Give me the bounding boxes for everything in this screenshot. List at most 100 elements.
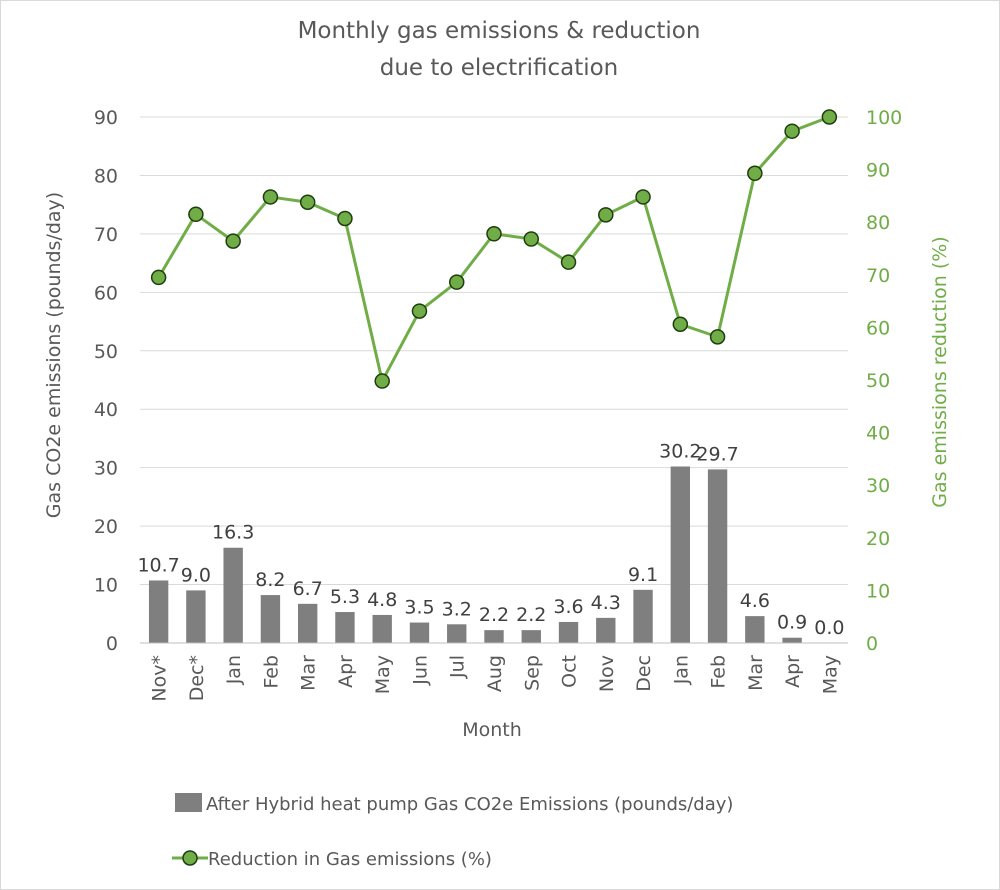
y2-tick-label: 50 xyxy=(866,370,890,392)
bar-data-label: 2.2 xyxy=(516,604,546,626)
bar-data-label: 9.1 xyxy=(628,564,658,586)
bar xyxy=(484,630,504,643)
legend: After Hybrid heat pump Gas CO2e Emission… xyxy=(172,793,733,870)
x-tick-label: Dec* xyxy=(186,655,208,701)
bar xyxy=(186,590,206,643)
line-marker xyxy=(150,269,167,286)
x-tick-label: Apr xyxy=(782,655,804,688)
x-tick-label: Apr xyxy=(335,655,357,688)
y-tick-label: 80 xyxy=(94,165,118,187)
y2-tick-label: 60 xyxy=(866,317,890,339)
bar xyxy=(372,614,392,643)
line-marker xyxy=(337,210,353,227)
x-axis-title: Month xyxy=(462,719,522,741)
line-series xyxy=(150,109,838,389)
y2-tick-label: 10 xyxy=(866,580,890,602)
y-tick-label: 50 xyxy=(94,341,118,363)
bar-series xyxy=(148,466,802,643)
x-tick-label: Dec xyxy=(633,655,655,692)
bar xyxy=(558,621,579,643)
y-tick-label: 30 xyxy=(94,458,118,480)
line-marker xyxy=(262,189,279,205)
x-tick-label: Mar xyxy=(298,655,320,691)
x-tick-label: Jan xyxy=(670,655,692,685)
line-marker xyxy=(523,231,540,247)
bar xyxy=(297,603,318,643)
x-tick-label: Feb xyxy=(260,655,282,689)
bar-data-label: 4.8 xyxy=(367,589,397,611)
y-tick-label: 0 xyxy=(106,633,118,655)
line-marker xyxy=(784,123,800,139)
y-tick-label: 40 xyxy=(94,399,118,421)
line-marker xyxy=(635,189,651,205)
y2-tick-label: 30 xyxy=(866,475,890,497)
legend-bar-label: After Hybrid heat pump Gas CO2e Emission… xyxy=(206,794,733,815)
line-marker xyxy=(188,206,204,223)
x-tick-label: Sep xyxy=(521,655,543,691)
bar xyxy=(670,466,691,643)
bar xyxy=(223,547,243,643)
line-marker xyxy=(374,373,390,389)
bar xyxy=(148,580,169,643)
x-axis-ticks: Nov* Dec* Jan Feb Mar Apr May Jun Jul Aug Sep Oct No… xyxy=(149,655,842,702)
bar-data-label: 4.3 xyxy=(591,592,621,614)
bar xyxy=(633,589,653,643)
x-tick-label: Jul xyxy=(447,655,469,679)
x-tick-label: Feb xyxy=(708,655,730,689)
bar-data-labels: 10.7 9.016.3 8.2 6.7 5.3 4.8 3.5 3.2 2.2 2.2 3.6 4.… xyxy=(137,440,844,639)
left-axis-ticks: 0 10 20 30 40 50 60 70 80 90 xyxy=(94,107,118,655)
bar xyxy=(447,624,467,643)
y2-tick-label: 80 xyxy=(866,212,890,234)
bar-data-label: 3.6 xyxy=(553,596,583,618)
reduction-line xyxy=(157,115,830,383)
y2-tick-label: 90 xyxy=(866,160,890,182)
bar-data-label: 0.9 xyxy=(777,612,807,634)
legend-line-label: Reduction in Gas emissions (%) xyxy=(208,849,492,870)
line-marker xyxy=(299,194,316,210)
x-tick-label: Jun xyxy=(409,655,431,686)
bar xyxy=(409,622,430,643)
line-marker xyxy=(821,109,838,125)
line-marker xyxy=(747,165,763,182)
legend-line-marker xyxy=(182,850,198,866)
right-axis-ticks: 0 10 20 30 40 50 60 70 80 90 100 xyxy=(866,107,902,655)
bar-data-label: 3.5 xyxy=(404,597,434,619)
y2-tick-label: 100 xyxy=(866,107,902,129)
x-tick-label: Jan xyxy=(223,655,245,685)
y-tick-label: 90 xyxy=(94,107,118,129)
x-tick-label: Oct xyxy=(559,655,581,688)
bar-data-label: 2.2 xyxy=(479,604,509,626)
bar xyxy=(596,617,616,643)
bar-data-label: 8.2 xyxy=(255,569,285,591)
bar-data-label: 5.3 xyxy=(330,586,360,608)
y-tick-label: 70 xyxy=(94,224,118,246)
bar xyxy=(521,630,541,643)
y2-tick-label: 40 xyxy=(866,423,890,445)
y2-tick-label: 20 xyxy=(866,528,890,550)
x-tick-label: Aug xyxy=(484,655,506,692)
x-tick-label: Mar xyxy=(745,655,767,691)
x-tick-label: Nov xyxy=(596,655,618,692)
bar-data-label: 29.7 xyxy=(696,443,738,465)
y-tick-label: 10 xyxy=(94,575,118,597)
bar xyxy=(707,469,728,643)
y-axis-title: Gas CO2e emissions (pounds/day) xyxy=(43,192,65,518)
line-marker xyxy=(672,316,689,332)
line-marker xyxy=(486,226,502,242)
bar xyxy=(335,612,355,643)
bar-data-label: 6.7 xyxy=(293,578,323,600)
line-marker xyxy=(411,303,428,319)
y2-axis-title: Gas emissions reduction (%) xyxy=(929,236,951,507)
y-tick-label: 20 xyxy=(94,516,118,538)
y2-tick-label: 0 xyxy=(866,633,878,655)
gridlines xyxy=(140,116,848,586)
bar-data-label: 3.2 xyxy=(442,598,472,620)
chart-title-line-2: due to electrification xyxy=(380,55,619,81)
legend-bar-swatch xyxy=(175,793,202,812)
y2-tick-label: 70 xyxy=(866,265,890,287)
bar-data-label: 16.3 xyxy=(212,522,254,544)
bar-data-label: 9.0 xyxy=(181,564,211,586)
line-marker xyxy=(598,207,614,223)
bar xyxy=(260,595,281,643)
